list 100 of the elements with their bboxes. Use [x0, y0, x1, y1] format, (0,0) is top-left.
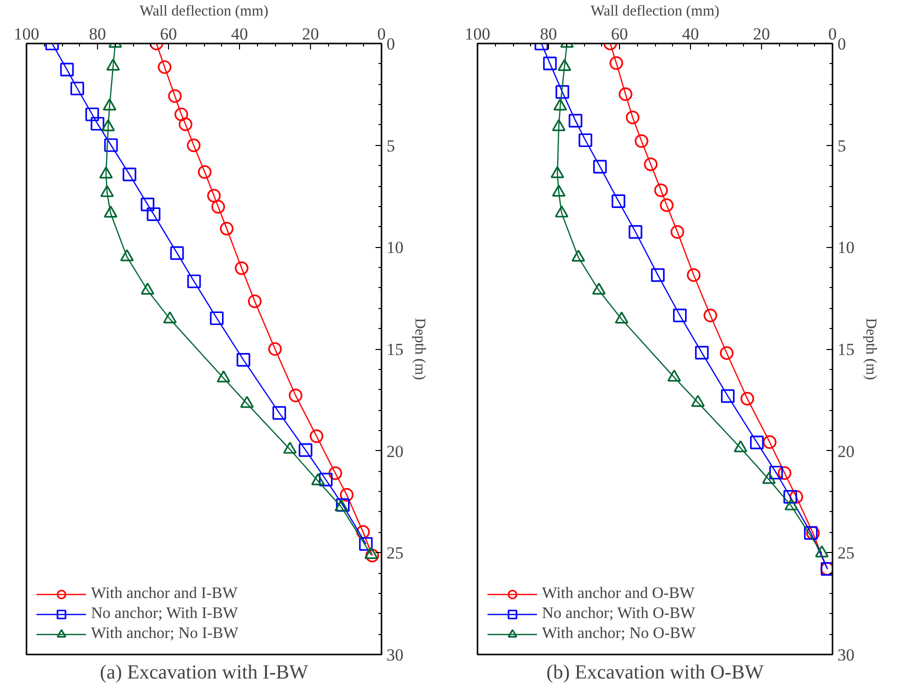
x-tick-label: 40 — [231, 24, 248, 44]
legend-label: With anchor and I-BW — [91, 584, 238, 604]
point — [359, 537, 373, 551]
point — [720, 389, 735, 403]
point — [310, 429, 324, 443]
point — [644, 157, 658, 172]
y-axis-title: Depth (m) — [412, 318, 428, 380]
y-tick-label: 10 — [838, 238, 854, 258]
point — [168, 89, 182, 103]
point — [552, 119, 566, 132]
point — [778, 466, 792, 480]
point — [750, 436, 764, 450]
point — [553, 98, 568, 110]
point — [356, 525, 370, 539]
point — [695, 346, 709, 360]
point — [783, 490, 798, 504]
point — [234, 261, 248, 275]
point — [686, 268, 700, 282]
y-tick-label: 30 — [838, 646, 854, 664]
point — [654, 184, 668, 198]
point — [543, 56, 557, 70]
point — [318, 472, 333, 486]
point — [626, 110, 640, 124]
point — [140, 282, 154, 295]
point — [762, 435, 776, 449]
point — [220, 222, 234, 236]
point — [552, 184, 566, 197]
x-axis-title: Wall deflection (mm) — [590, 4, 720, 20]
point — [769, 466, 783, 480]
point — [550, 166, 564, 178]
point — [789, 490, 804, 504]
point — [178, 118, 192, 132]
x-axis-title: Wall deflection (mm) — [140, 4, 268, 20]
y-axis-title: Depth (m) — [862, 318, 878, 380]
point — [211, 200, 225, 214]
point — [628, 225, 642, 239]
x-tick-label: 40 — [682, 24, 699, 44]
point — [106, 58, 120, 71]
point — [610, 56, 624, 70]
point — [99, 166, 113, 179]
point — [207, 188, 221, 202]
legend-label: With anchor; No O-BW — [542, 624, 696, 644]
x-tick-label: 20 — [753, 24, 770, 44]
text: (b) Excavation with O-BW — [546, 662, 764, 684]
point — [210, 311, 224, 326]
point — [198, 165, 212, 179]
point — [740, 392, 754, 406]
y-tick-label: 5 — [386, 136, 395, 156]
point — [556, 85, 570, 99]
point — [101, 119, 115, 132]
x-tick-label: 100 — [14, 24, 40, 44]
text: (a) Excavation with I-BW — [100, 662, 308, 684]
point — [85, 108, 99, 122]
legend-label: With anchor and O-BW — [542, 584, 695, 604]
point — [634, 134, 648, 148]
point — [670, 225, 684, 239]
y-tick-label: 25 — [386, 544, 404, 563]
point — [272, 406, 286, 420]
point — [592, 282, 606, 295]
point — [174, 108, 188, 122]
point — [186, 138, 201, 152]
point — [104, 138, 118, 152]
point — [187, 274, 201, 288]
point — [60, 62, 74, 76]
point — [236, 352, 250, 367]
x-tick-label: 80 — [540, 24, 557, 44]
y-tick-label: 30 — [386, 646, 404, 664]
point — [268, 342, 282, 356]
point — [328, 466, 342, 480]
point — [158, 60, 172, 74]
y-tick-label: 25 — [838, 544, 854, 563]
y-tick-label: 5 — [838, 136, 846, 156]
x-tick-label: 20 — [302, 24, 319, 44]
point — [720, 346, 734, 360]
point — [104, 206, 118, 218]
y-tick-label: 15 — [386, 340, 404, 359]
point — [572, 250, 586, 262]
point — [140, 198, 154, 212]
point — [298, 443, 312, 457]
point — [146, 207, 160, 221]
point — [70, 82, 84, 96]
point — [568, 114, 582, 128]
point — [288, 388, 302, 402]
point — [365, 548, 380, 562]
legend-label: No anchor; With I-BW — [91, 604, 238, 624]
point — [667, 370, 681, 382]
point — [660, 198, 674, 212]
point — [122, 168, 136, 182]
x-tick-label: 60 — [160, 24, 177, 44]
point — [100, 185, 114, 198]
point — [102, 98, 116, 110]
x-tick-label: 60 — [611, 24, 628, 44]
y-tick-label: 20 — [838, 442, 854, 461]
point — [651, 268, 665, 282]
point — [618, 87, 632, 101]
point — [614, 312, 628, 324]
legend-label: With anchor; No I-BW — [91, 624, 238, 644]
point — [558, 58, 572, 71]
x-tick-label: 80 — [89, 24, 106, 44]
point — [340, 488, 354, 502]
